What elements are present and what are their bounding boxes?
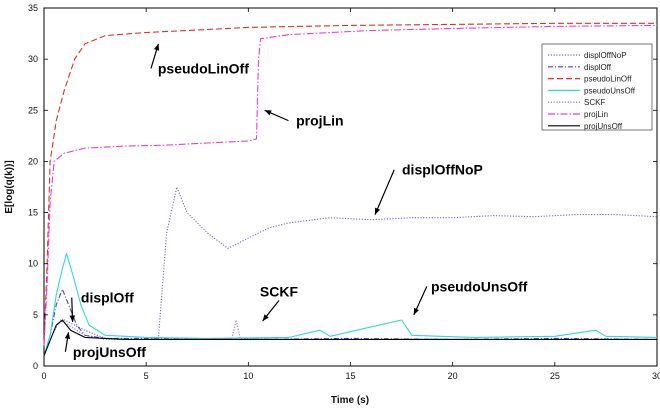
annotation-arrow: [64, 332, 71, 352]
legend-label: displOffNoP: [584, 51, 627, 60]
annotation-arrow: [262, 300, 280, 322]
annotation-label: displOffNoP: [402, 162, 483, 178]
annotation-label: pseudoLinOff: [158, 60, 249, 76]
x-tick-label: 15: [345, 371, 355, 381]
y-axis-label: E[log(q(k))]: [4, 160, 15, 213]
annotation-arrow: [264, 109, 289, 122]
x-tick-label: 25: [550, 371, 560, 381]
x-tick-label: 5: [144, 371, 149, 381]
legend-items: displOffNoP displOff pseudoLinOff pseudoUns…: [548, 51, 636, 131]
annotation-label: displOff: [81, 290, 134, 306]
legend-label: pseudoLinOff: [584, 75, 632, 84]
series-line-SCKF: [43, 319, 657, 357]
y-tick-label: 0: [33, 361, 38, 371]
series-line-projUnsOff: [43, 319, 657, 357]
y-tick-label: 15: [28, 208, 38, 218]
x-tick-label: 20: [448, 371, 458, 381]
annotation-label: projUnsOff: [73, 344, 146, 360]
x-tick-label: 0: [41, 371, 46, 381]
legend-label: SCKF: [584, 98, 605, 107]
annotation-label: pseudoUnsOff: [431, 278, 528, 294]
y-tick-label: 5: [33, 310, 38, 320]
axis-ticks: 0 5 10 15 20 25 30 0 5 10 15 20 25 30 35: [28, 3, 660, 381]
annotation-arrow: [413, 286, 428, 316]
legend-label: projUnsOff: [584, 122, 623, 131]
series-lines: [43, 22, 658, 357]
legend-label: displOff: [584, 63, 612, 72]
legend-box: [541, 43, 653, 131]
legend-label: pseudoUnsOff: [584, 86, 636, 95]
series-line-projLin: [43, 24, 658, 346]
x-tick-label: 10: [243, 371, 253, 381]
annotation-label: SCKF: [260, 283, 299, 299]
series-line-pseudoLinOff: [43, 22, 657, 346]
y-tick-label: 20: [28, 156, 38, 166]
annotation-arrow: [150, 43, 160, 69]
legend: displOffNoP displOff pseudoLinOff pseudoUns…: [541, 43, 653, 131]
y-tick-label: 10: [28, 259, 38, 269]
annotation-arrow: [374, 169, 395, 215]
legend-label: projLin: [584, 110, 608, 119]
y-tick-label: 25: [28, 105, 38, 115]
annotation-arrow: [69, 297, 76, 323]
y-tick-label: 30: [28, 54, 38, 64]
annotations: pseudoLinOff projLin displOffNoP displOff SC…: [64, 43, 528, 360]
y-tick-label: 35: [28, 3, 38, 13]
x-axis-label: Time (s): [331, 395, 369, 406]
annotation-label: projLin: [296, 113, 343, 129]
x-tick-label: 30: [652, 371, 660, 381]
